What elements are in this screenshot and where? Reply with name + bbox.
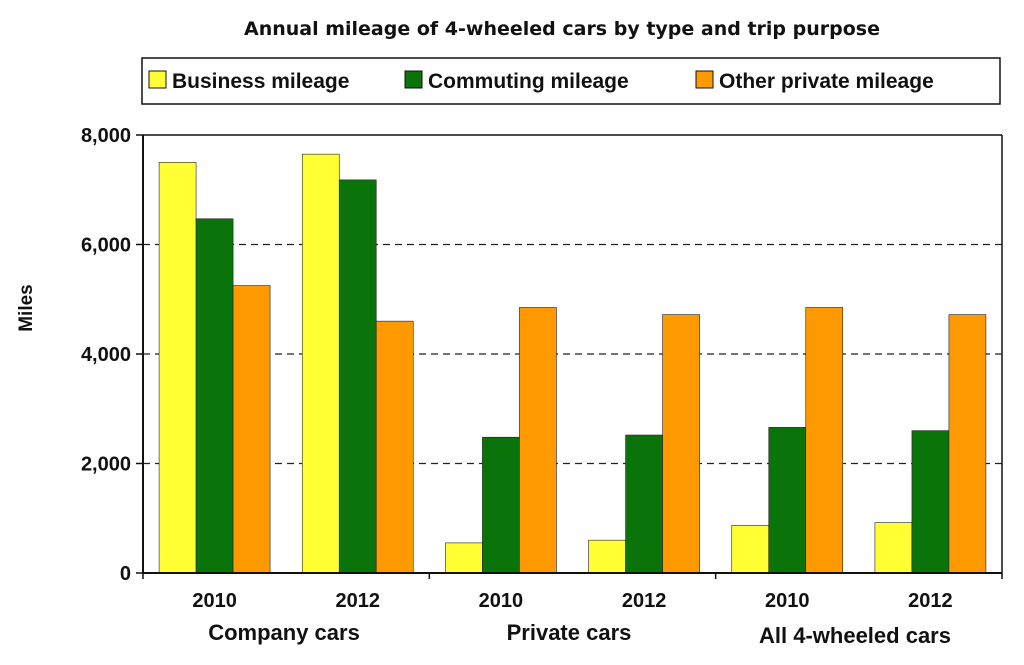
gridlines [143,243,1002,465]
bar-other-private-mileage-2 [519,307,557,574]
bar-business-mileage-3 [588,539,626,574]
bar-commuting-mileage-3 [625,434,663,574]
x-tick-label-4: 2010 [765,590,810,612]
x-tick-label-3: 2012 [622,590,667,612]
legend-label-commuting: Commuting mileage [428,70,629,93]
bar-business-mileage-5 [874,522,913,574]
y-tick-label-8,000: 8,000 [81,125,131,147]
bar-business-mileage-4 [731,525,770,574]
bar-other-private-mileage-4 [805,307,844,574]
bar-commuting-mileage-1 [338,179,377,574]
legend-label-other-private: Other private mileage [719,70,934,93]
legend-swatch-business [148,70,167,89]
chart-title: Annual mileage of 4-wheeled cars by type… [244,18,880,40]
x-tick-label-1: 2012 [336,590,381,612]
bar-business-mileage-0 [158,162,197,574]
x-tick-label-5: 2012 [908,590,953,612]
y-tick-label-0: 0 [120,563,131,585]
y-axis-label: Miles [16,284,37,332]
axes [142,134,1003,574]
legend-swatch-other-private [695,70,714,89]
y-tick-label-2,000: 2,000 [81,454,131,476]
legend-swatch-commuting [404,70,423,89]
bar-business-mileage-2 [445,542,483,574]
bar-commuting-mileage-2 [482,436,520,574]
bar-commuting-mileage-0 [195,218,234,574]
legend: Business mileage Commuting mileage Other… [141,57,1001,105]
y-ticks: 0 2,000 4,000 6,000 8,000 [81,125,143,585]
group-label-company-cars: Company cars [208,620,360,645]
bar-other-private-mileage-5 [948,314,987,574]
y-tick-label-6,000: 6,000 [81,235,131,257]
bars [158,153,987,574]
bar-other-private-mileage-3 [662,314,700,574]
group-label-all-4-wheeled-cars: All 4-wheeled cars [759,623,951,648]
bar-other-private-mileage-0 [232,285,271,574]
x-tick-label-2: 2010 [479,590,524,612]
bar-business-mileage-1 [301,153,340,574]
y-tick-label-4,000: 4,000 [81,344,131,366]
bar-commuting-mileage-4 [768,427,807,574]
bar-other-private-mileage-1 [375,320,414,574]
x-tick-label-0: 2010 [192,590,237,612]
group-label-private-cars: Private cars [507,620,632,645]
x-ticks: 2010 2012 2010 2012 2010 2012 [142,573,1003,612]
legend-label-business: Business mileage [172,70,349,93]
legend-box [141,57,1001,105]
bar-commuting-mileage-5 [911,430,950,574]
